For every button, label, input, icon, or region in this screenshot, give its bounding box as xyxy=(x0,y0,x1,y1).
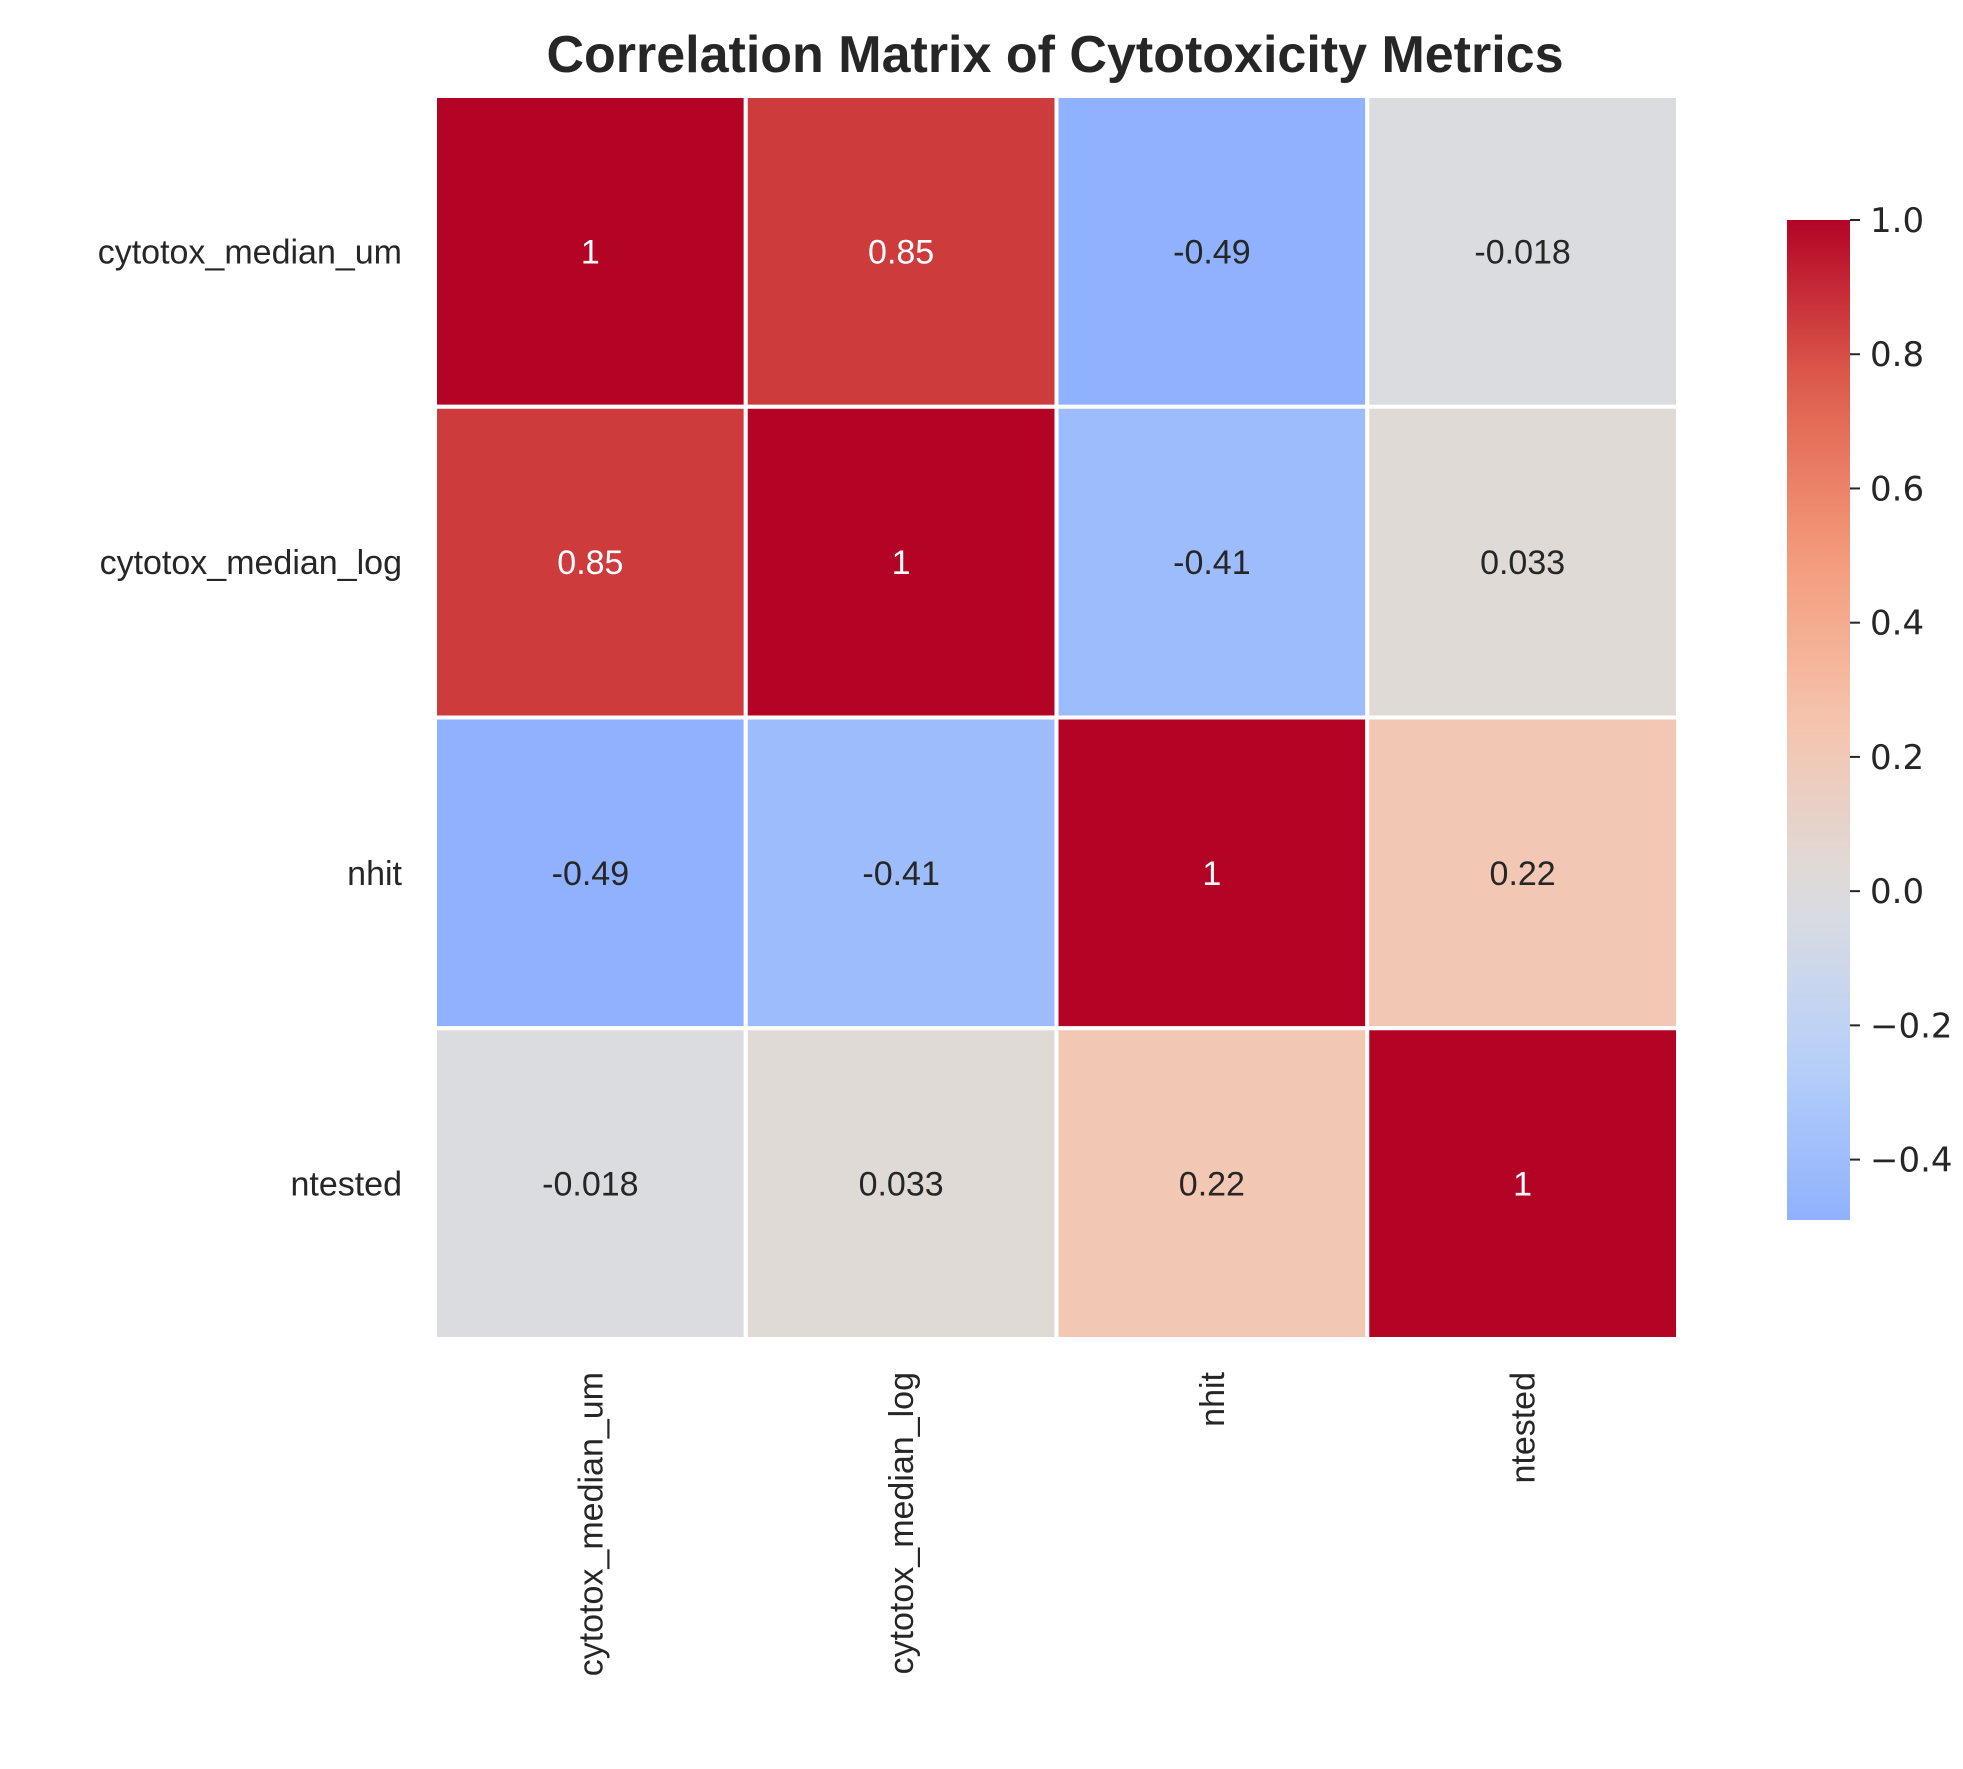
heatmap-cell-label-3-3: 1 xyxy=(1513,1166,1532,1204)
colorbar-ticks: 1.0 0.8 0.6 0.4 0.2 0.0 −0.2 −0.4 xyxy=(1850,201,1953,1181)
colorbar-tick-label-0: 1.0 xyxy=(1870,201,1924,241)
heatmap-cell-1-1 xyxy=(743,404,1059,720)
heatmap-cell-label-0-2: -0.49 xyxy=(1173,233,1251,271)
column-label-2: nhit xyxy=(1194,1371,1232,1426)
heatmap-cell-label-3-1: 0.033 xyxy=(859,1166,944,1204)
column-label-0: cytotox_median_um xyxy=(572,1372,610,1676)
column-label-3: ntested xyxy=(1505,1372,1543,1484)
column-tick-labels: cytotox_median_um cytotox_median_log nhit n… xyxy=(572,1371,1542,1676)
heatmap-cell-3-1 xyxy=(743,1026,1059,1341)
heatmap-cell-label-0-3: -0.018 xyxy=(1474,233,1570,271)
heatmap-cell-label-0-0: 1 xyxy=(581,233,600,271)
heatmap-cell-0-3 xyxy=(1365,94,1680,409)
colorbar-tick-label-7: −0.4 xyxy=(1870,1141,1953,1181)
row-label-3: ntested xyxy=(290,1166,402,1204)
colorbar-tick-label-4: 0.2 xyxy=(1870,738,1924,778)
heatmap-cell-1-3 xyxy=(1365,404,1680,720)
heatmap-cell-label-3-2: 0.22 xyxy=(1179,1166,1245,1204)
heatmap-cell-label-3-0: -0.018 xyxy=(542,1166,638,1204)
colorbar-tick-label-1: 0.8 xyxy=(1870,335,1924,375)
heatmap-cell-label-2-2: 1 xyxy=(1202,855,1221,893)
colorbar-gradient xyxy=(1787,220,1850,1220)
chart-title: Correlation Matrix of Cytotoxicity Metri… xyxy=(546,26,1563,84)
heatmap-cell-label-2-1: -0.41 xyxy=(862,855,940,893)
row-label-0: cytotox_median_um xyxy=(98,233,402,271)
heatmap-cell-3-3 xyxy=(1365,1026,1680,1341)
heatmap-cell-2-1 xyxy=(743,715,1059,1031)
heatmap-cell-label-0-1: 0.85 xyxy=(868,233,934,271)
colorbar-tick-label-3: 0.4 xyxy=(1870,604,1924,644)
heatmap-cell-label-1-1: 1 xyxy=(892,544,911,582)
heatmap-cell-0-2 xyxy=(1054,94,1370,409)
heatmap-cell-label-2-0: -0.49 xyxy=(552,855,630,893)
heatmap-cells: 1 0.85 -0.49 -0.018 0.85 1 -0.41 0.033 -0.49 -0.4… xyxy=(433,94,1680,1341)
row-label-1: cytotox_median_log xyxy=(100,544,402,582)
heatmap-cell-0-1 xyxy=(743,94,1059,409)
colorbar: 1.0 0.8 0.6 0.4 0.2 0.0 −0.2 −0.4 xyxy=(1787,201,1953,1220)
heatmap-cell-0-0 xyxy=(433,94,748,409)
heatmap-cell-1-0 xyxy=(433,404,748,720)
colorbar-tick-label-5: 0.0 xyxy=(1870,872,1924,912)
heatmap-cell-label-1-3: 0.033 xyxy=(1480,544,1565,582)
heatmap-cell-label-1-0: 0.85 xyxy=(557,544,623,582)
colorbar-tick-label-2: 0.6 xyxy=(1870,469,1924,509)
row-label-2: nhit xyxy=(347,855,402,893)
colorbar-tick-label-6: −0.2 xyxy=(1870,1006,1953,1046)
heatmap-cell-2-3 xyxy=(1365,715,1680,1031)
heatmap-cell-label-1-2: -0.41 xyxy=(1173,544,1251,582)
heatmap-cell-3-0 xyxy=(433,1026,748,1341)
column-label-1: cytotox_median_log xyxy=(883,1372,921,1674)
heatmap-cell-label-2-3: 0.22 xyxy=(1490,855,1556,893)
